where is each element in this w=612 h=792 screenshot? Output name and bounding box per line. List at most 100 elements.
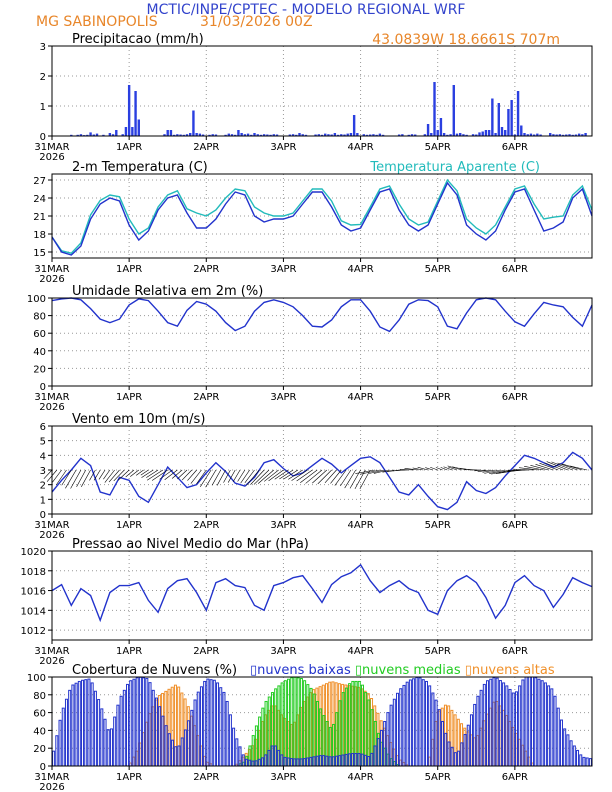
wind-vector xyxy=(223,469,231,483)
cloud-bar-nuvens-baixas xyxy=(222,691,226,767)
precip-bar xyxy=(250,134,253,136)
wind-vector xyxy=(216,469,226,486)
precip-bar xyxy=(298,133,301,136)
cloud-bar-nuvens-baixas xyxy=(216,682,220,767)
wind-vector xyxy=(98,469,106,480)
cloud-bar-nuvens-baixas xyxy=(402,684,406,767)
precip-bar xyxy=(539,134,542,136)
y-tick-label: 2 xyxy=(40,72,46,83)
cloud-bar-nuvens-baixas xyxy=(569,740,573,767)
wind-vector xyxy=(264,469,279,482)
precip-bar xyxy=(497,103,500,136)
precip-bar xyxy=(269,134,272,136)
cloud-bar-nuvens-baixas xyxy=(225,700,229,767)
y-tick-label: 0 xyxy=(40,382,46,393)
precip-bar xyxy=(574,134,578,136)
y-tick-label: 1018 xyxy=(21,567,46,578)
y-tick-label: 80 xyxy=(33,691,46,702)
cloud-bar-nuvens-baixas xyxy=(396,692,400,767)
wind-vector xyxy=(113,469,125,482)
cloud-bar-nuvens-baixas xyxy=(171,739,175,767)
cloud-bar-nuvens-baixas xyxy=(81,679,85,767)
precip-bar xyxy=(295,134,298,136)
wind-vector xyxy=(171,469,183,479)
cloud-bar-nuvens-baixas xyxy=(129,680,133,767)
y-tick-label: 1012 xyxy=(21,626,46,637)
x-tick-label: 2APR xyxy=(193,520,219,531)
wind-vector xyxy=(76,469,87,487)
wind-vector xyxy=(484,469,501,474)
temperature-line xyxy=(51,181,593,256)
wind-vector xyxy=(519,467,539,471)
cloud-bar-nuvens-baixas xyxy=(351,753,355,767)
cloud-bar-nuvens-baixas xyxy=(289,758,293,767)
wind-vector xyxy=(205,469,217,488)
precip-bar xyxy=(372,134,375,136)
cloud-bar-nuvens-baixas xyxy=(379,729,383,767)
x-tick-label: 5APR xyxy=(425,646,451,657)
wind-vector xyxy=(360,469,380,475)
x-tick-label: 3APR xyxy=(270,264,296,275)
precip-bar xyxy=(320,134,324,136)
x-tick-label: 5APR xyxy=(425,142,451,153)
wind-vector xyxy=(340,469,352,487)
wind-vector xyxy=(65,469,77,489)
precip-bar xyxy=(436,130,439,136)
panel-title: Umidade Relativa em 2m (%) xyxy=(72,284,263,299)
cloud-bar-nuvens-baixas xyxy=(482,683,486,767)
cloud-bar-nuvens-baixas xyxy=(283,756,287,767)
cloud-bar-nuvens-baixas xyxy=(257,758,261,767)
x-tick-label: 1APR xyxy=(116,264,142,275)
precip-bar xyxy=(532,134,536,136)
location-label: MG SABINOPOLIS xyxy=(36,14,158,30)
cloud-bar-nuvens-baixas xyxy=(418,677,422,767)
cloud-bar-nuvens-baixas xyxy=(447,741,451,767)
cloud-bar-nuvens-baixas xyxy=(543,682,547,767)
precip-bar xyxy=(487,130,491,136)
wind-vector xyxy=(200,469,212,487)
cloud-bar-nuvens-baixas xyxy=(52,750,56,767)
wind-vector xyxy=(291,469,308,481)
cloud-bar-nuvens-baixas xyxy=(450,746,454,767)
wind-vector xyxy=(312,469,328,484)
cloud-bar-nuvens-baixas xyxy=(219,687,223,767)
precip-bar xyxy=(478,132,481,136)
precip-bar xyxy=(256,134,259,136)
cloud-bar-nuvens-baixas xyxy=(473,703,477,767)
coords-label: 43.0839W 18.6661S 707m xyxy=(372,32,560,48)
cloud-bar-nuvens-baixas xyxy=(174,746,178,767)
wind-vector xyxy=(141,469,154,478)
cloud-bar-nuvens-baixas xyxy=(286,757,290,767)
cloud-bar-nuvens-baixas xyxy=(437,709,441,767)
cloud-bar-nuvens-baixas xyxy=(357,753,361,767)
precip-bar xyxy=(397,134,401,136)
wind-vector xyxy=(250,469,265,485)
precip-bar xyxy=(369,134,372,136)
cloud-bar-nuvens-baixas xyxy=(514,691,518,767)
wind-vector xyxy=(300,469,318,483)
wind-vector xyxy=(489,469,506,474)
cloud-bar-nuvens-baixas xyxy=(261,757,265,767)
cloud-bar-nuvens-baixas xyxy=(489,678,493,767)
precip-bar xyxy=(208,134,211,136)
humidity-panel: Umidade Relativa em 2m (%) 0 20 40 60 80 100 31… xyxy=(27,284,593,413)
wind-vector xyxy=(324,469,337,484)
precip-bar xyxy=(536,133,539,136)
x-tick-label: 3APR xyxy=(270,646,296,657)
wind-vector xyxy=(530,465,549,471)
precip-bar xyxy=(327,134,330,136)
cloud-bar-nuvens-baixas xyxy=(280,754,284,767)
wind-vector xyxy=(274,469,289,480)
cloud-bar-nuvens-baixas xyxy=(392,698,396,767)
cloud-bar-nuvens-baixas xyxy=(306,757,310,767)
x-tick-label: 3APR xyxy=(270,520,296,531)
wind-vector xyxy=(159,469,173,480)
cloud-bar-nuvens-baixas xyxy=(498,680,502,767)
x-tick-year: 2026 xyxy=(39,656,64,667)
x-tick-label: 2APR xyxy=(193,264,219,275)
x-tick-label: 6APR xyxy=(502,392,528,403)
precip-bar xyxy=(266,134,269,136)
cloud-bar-nuvens-baixas xyxy=(334,755,338,767)
cloud-bar-nuvens-baixas xyxy=(296,758,300,767)
